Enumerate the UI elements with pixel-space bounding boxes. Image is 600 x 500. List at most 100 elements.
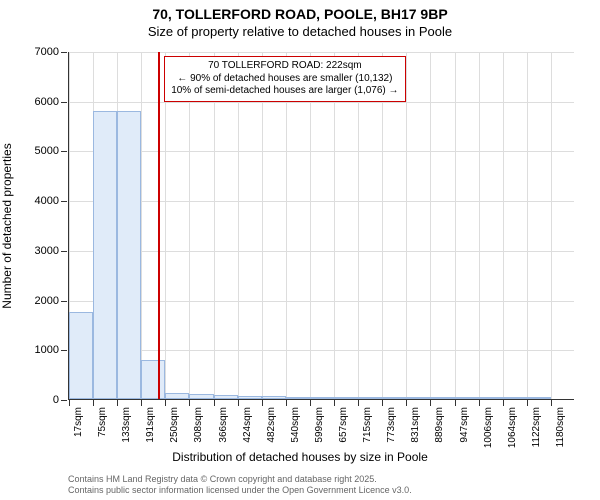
x-tick-label: 133sqm xyxy=(121,407,132,443)
histogram-bar xyxy=(262,396,286,399)
y-tick-label: 3000 xyxy=(35,245,59,257)
y-tick-label: 6000 xyxy=(35,96,59,108)
chart-title: 70, TOLLERFORD ROAD, POOLE, BH17 9BP xyxy=(0,6,600,22)
x-tick-label: 715sqm xyxy=(362,407,373,443)
histogram-bar xyxy=(503,397,527,399)
title-block: 70, TOLLERFORD ROAD, POOLE, BH17 9BP Siz… xyxy=(0,0,600,39)
x-tick xyxy=(310,400,311,406)
x-tick-label: 1180sqm xyxy=(555,407,566,447)
y-tick-label: 2000 xyxy=(35,295,59,307)
x-tick xyxy=(358,400,359,406)
x-axis-label: Distribution of detached houses by size … xyxy=(0,450,600,464)
chart-container: 70, TOLLERFORD ROAD, POOLE, BH17 9BP Siz… xyxy=(0,0,600,500)
histogram-bar xyxy=(479,397,503,399)
gridline-v xyxy=(358,52,359,399)
y-tick-label: 4000 xyxy=(35,195,59,207)
gridline-h xyxy=(69,301,574,302)
x-tick-label: 599sqm xyxy=(314,407,325,443)
y-tick xyxy=(61,52,67,53)
x-tick xyxy=(117,400,118,406)
gridline-h xyxy=(69,102,574,103)
histogram-bar xyxy=(141,360,165,399)
histogram-bar xyxy=(69,312,93,399)
gridline-h xyxy=(69,52,574,53)
histogram-bar xyxy=(334,397,358,399)
histogram-bar xyxy=(527,397,551,399)
histogram-bar xyxy=(358,397,382,399)
x-tick-label: 1006sqm xyxy=(483,407,494,448)
histogram-bar xyxy=(189,394,213,399)
y-tick xyxy=(61,301,67,302)
x-tick xyxy=(165,400,166,406)
y-tick-label: 5000 xyxy=(35,145,59,157)
x-tick xyxy=(286,400,287,406)
x-tick-label: 424sqm xyxy=(242,407,253,443)
x-tick-label: 482sqm xyxy=(266,407,277,443)
gridline-v xyxy=(141,52,142,399)
x-tick-label: 250sqm xyxy=(169,407,180,443)
gridline-v xyxy=(238,52,239,399)
x-tick xyxy=(406,400,407,406)
x-tick xyxy=(479,400,480,406)
gridline-v xyxy=(262,52,263,399)
gridline-v xyxy=(382,52,383,399)
x-tick-label: 831sqm xyxy=(410,407,421,443)
marker-line xyxy=(158,52,160,399)
y-tick xyxy=(61,151,67,152)
gridline-v xyxy=(189,52,190,399)
footer-line-2: Contains public sector information licen… xyxy=(68,485,412,496)
x-tick-label: 1064sqm xyxy=(507,407,518,448)
gridline-v xyxy=(479,52,480,399)
x-tick-label: 75sqm xyxy=(97,407,108,437)
gridline-h xyxy=(69,350,574,351)
histogram-bar xyxy=(430,397,454,399)
x-tick xyxy=(503,400,504,406)
histogram-bar xyxy=(214,395,238,399)
x-tick xyxy=(382,400,383,406)
x-tick-label: 540sqm xyxy=(290,407,301,443)
x-tick-label: 308sqm xyxy=(193,407,204,443)
gridline-v xyxy=(551,52,552,399)
gridline-v xyxy=(430,52,431,399)
gridline-h xyxy=(69,201,574,202)
y-tick xyxy=(61,201,67,202)
gridline-v xyxy=(334,52,335,399)
histogram-bar xyxy=(406,397,430,399)
x-tick xyxy=(93,400,94,406)
y-tick xyxy=(61,350,67,351)
y-axis-label: Number of detached properties xyxy=(0,143,14,308)
x-tick-label: 191sqm xyxy=(145,407,156,443)
x-tick xyxy=(141,400,142,406)
annotation-line-1: 70 TOLLERFORD ROAD: 222sqm xyxy=(171,60,398,73)
y-tick xyxy=(61,102,67,103)
histogram-bar xyxy=(117,111,141,399)
x-tick xyxy=(430,400,431,406)
histogram-bar xyxy=(382,397,406,399)
y-tick-label: 7000 xyxy=(35,46,59,58)
x-tick-label: 947sqm xyxy=(459,407,470,443)
x-tick xyxy=(69,400,70,406)
x-tick-label: 17sqm xyxy=(73,407,84,437)
marker-annotation: 70 TOLLERFORD ROAD: 222sqm ← 90% of deta… xyxy=(164,56,405,102)
x-tick-label: 366sqm xyxy=(218,407,229,443)
x-tick xyxy=(455,400,456,406)
x-tick-label: 657sqm xyxy=(338,407,349,443)
x-tick-label: 889sqm xyxy=(434,407,445,443)
annotation-line-3: 10% of semi-detached houses are larger (… xyxy=(171,85,398,98)
gridline-v xyxy=(406,52,407,399)
x-tick-label: 1122sqm xyxy=(531,407,542,447)
gridline-v xyxy=(286,52,287,399)
gridline-v xyxy=(214,52,215,399)
annotation-line-2: ← 90% of detached houses are smaller (10… xyxy=(171,73,398,86)
x-tick xyxy=(527,400,528,406)
y-tick xyxy=(61,251,67,252)
x-tick xyxy=(334,400,335,406)
gridline-v xyxy=(165,52,166,399)
histogram-bar xyxy=(238,396,262,399)
x-tick xyxy=(214,400,215,406)
y-tick xyxy=(61,400,67,401)
histogram-bar xyxy=(165,393,189,399)
x-tick xyxy=(262,400,263,406)
y-tick-label: 1000 xyxy=(35,344,59,356)
gridline-v xyxy=(455,52,456,399)
